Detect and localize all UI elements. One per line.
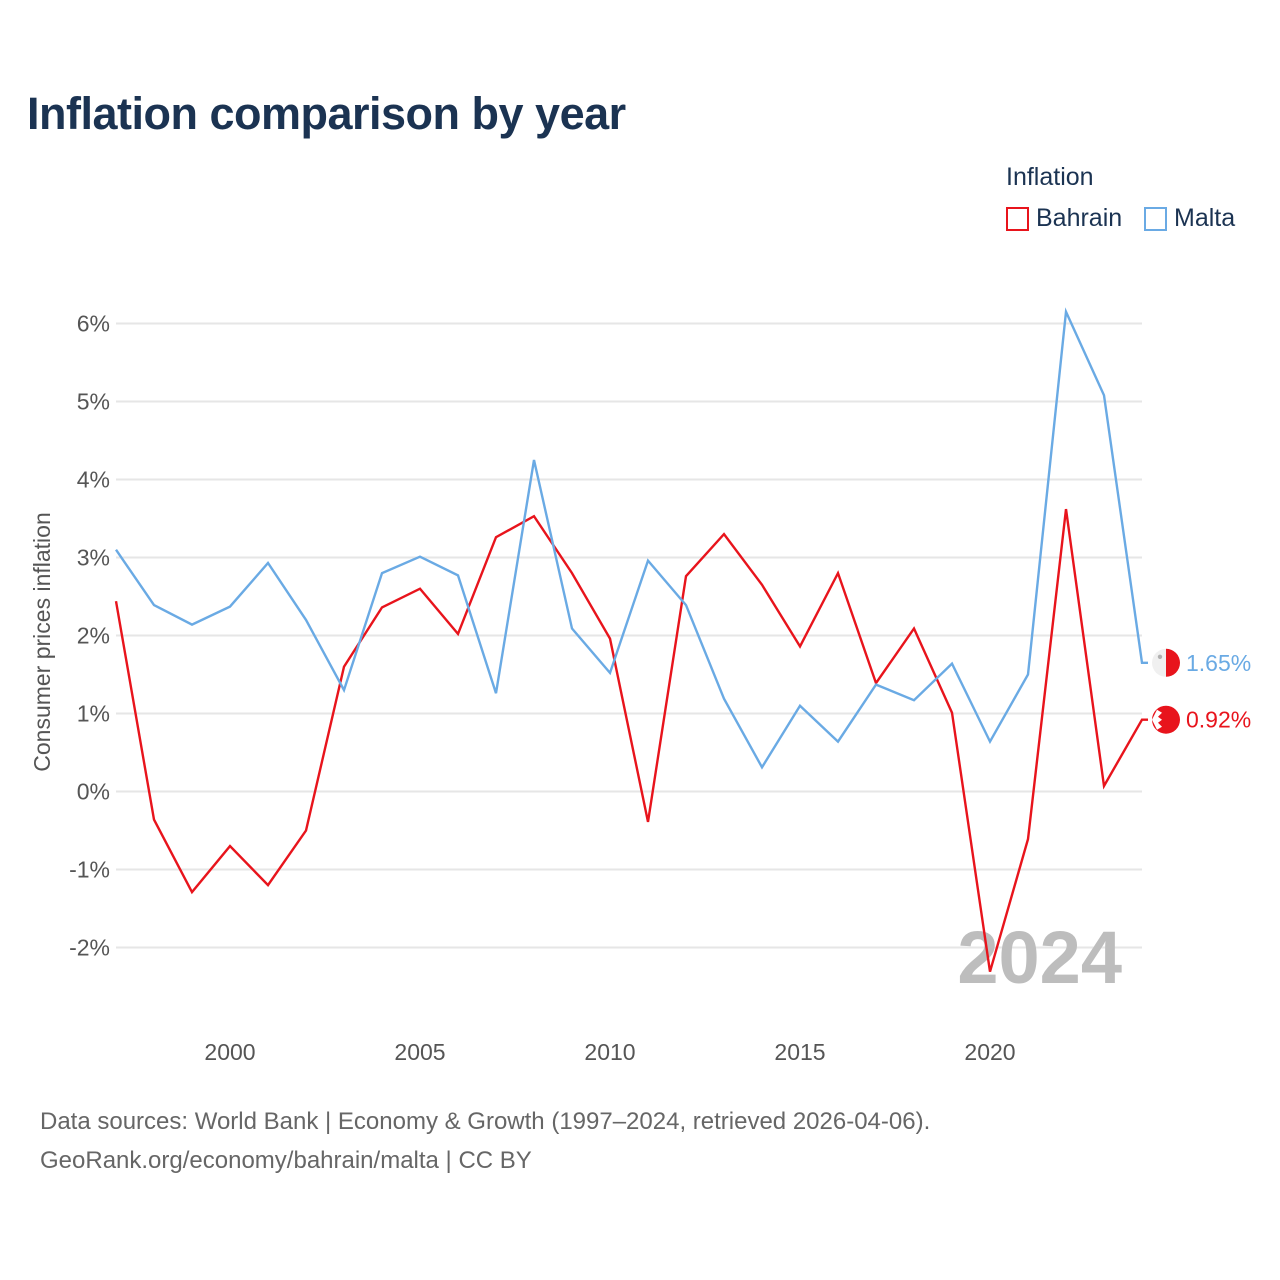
x-tick-label: 2020 — [964, 1039, 1015, 1065]
y-axis-label: Consumer prices inflation — [29, 512, 55, 772]
x-axis-ticks: 2000 2005 2010 2015 2020 — [204, 1039, 1015, 1065]
x-tick-label: 2015 — [774, 1039, 825, 1065]
end-value-label-malta: 1.65% — [1186, 650, 1251, 676]
flag-icon-bahrain — [1152, 705, 1180, 734]
end-markers: 0.92% 1.65% — [1152, 648, 1251, 734]
x-tick-label: 2005 — [394, 1039, 445, 1065]
y-tick-label: -1% — [69, 857, 110, 883]
legend-item-malta[interactable]: Malta — [1144, 204, 1235, 233]
end-value-label-bahrain: 0.92% — [1186, 707, 1251, 733]
series-lines — [114, 307, 1148, 973]
flag-icon-malta — [1152, 648, 1181, 677]
year-watermark: 2024 — [957, 916, 1122, 999]
y-tick-label: 6% — [77, 311, 110, 337]
legend-label-bahrain: Bahrain — [1036, 204, 1123, 232]
legend-swatch-bahrain — [1006, 206, 1029, 231]
x-tick-label: 2010 — [584, 1039, 635, 1065]
legend-title: Inflation — [1006, 163, 1094, 191]
chart-title: Inflation comparison by year — [27, 88, 626, 139]
y-tick-label: 1% — [77, 701, 110, 727]
y-axis-ticks: 6% 5% 4% 3% 2% 1% 0% -1% -2% — [69, 311, 110, 961]
y-tick-label: 4% — [77, 467, 110, 493]
y-tick-label: -2% — [69, 935, 110, 961]
legend-item-bahrain[interactable]: Bahrain — [1006, 204, 1122, 233]
source-line-1: Data sources: World Bank | Economy & Gro… — [40, 1108, 931, 1135]
y-tick-label: 0% — [77, 779, 110, 805]
legend-label-malta: Malta — [1174, 204, 1236, 232]
legend-swatch-malta — [1144, 206, 1167, 231]
grid-lines — [116, 322, 1142, 949]
source-line-2[interactable]: GeoRank.org/economy/bahrain/malta | CC B… — [40, 1147, 532, 1174]
y-tick-label: 5% — [77, 389, 110, 415]
series-line-bahrain — [114, 508, 1148, 973]
x-tick-label: 2000 — [204, 1039, 255, 1065]
series-line-malta — [115, 307, 1148, 770]
y-tick-label: 3% — [77, 545, 110, 571]
y-tick-label: 2% — [77, 623, 110, 649]
